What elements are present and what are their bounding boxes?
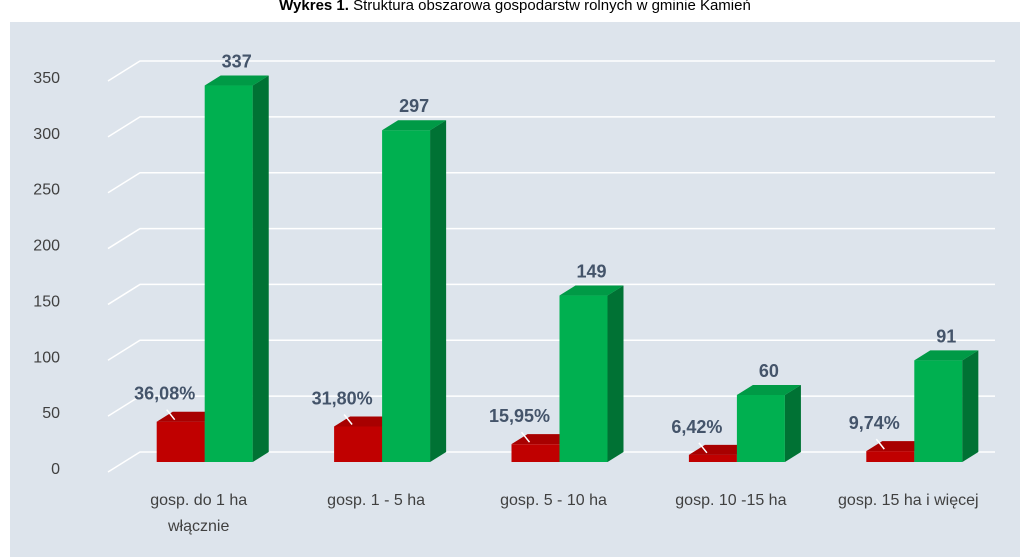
bar	[736, 394, 785, 462]
y-tick-label: 0	[51, 461, 60, 478]
data-label: 6,42%	[671, 417, 722, 437]
bar-top-shade	[382, 120, 447, 131]
grid-line	[107, 171, 995, 194]
chart-title: Wykres 1. Struktura obszarowa gospodarst…	[0, 0, 1030, 14]
data-label: 149	[576, 262, 606, 282]
title-prefix: Wykres 1.	[279, 0, 349, 14]
bar-top	[914, 350, 979, 361]
bar-top-shade	[736, 384, 801, 395]
bar-top	[204, 75, 269, 86]
grid-line	[107, 60, 995, 82]
bar-side	[607, 285, 624, 462]
x-tick-label: gosp. do 1 ha włącznie	[150, 492, 248, 535]
data-label: 31,80%	[312, 388, 373, 408]
leader-line	[520, 431, 531, 443]
x-tick-label: gosp. 10 -15 ha	[675, 492, 787, 509]
bar-side	[784, 384, 801, 462]
bar-side	[252, 75, 269, 462]
bar	[914, 360, 963, 462]
y-tick-label: 100	[33, 349, 60, 366]
title-text: Struktura obszarowa gospodarstw rolnych …	[353, 0, 751, 14]
bar-top-shade	[914, 350, 979, 361]
bar-side-shade	[607, 285, 624, 462]
bar-side-shade	[430, 120, 447, 463]
bar-side-shade	[252, 75, 269, 462]
bar	[204, 85, 253, 462]
leader-line	[698, 442, 708, 454]
y-tick-label: 50	[42, 405, 60, 422]
bar	[511, 444, 560, 462]
grid-line	[107, 283, 995, 306]
data-label: 297	[399, 96, 429, 116]
y-tick-label: 300	[33, 126, 60, 143]
y-tick-label: 350	[33, 70, 60, 87]
grid-line	[107, 395, 995, 417]
bar-side	[962, 350, 979, 462]
leader-line	[875, 438, 885, 450]
x-tick-label: gosp. 1 - 5 ha	[327, 492, 426, 509]
bar-top-shade	[559, 285, 624, 296]
y-tick-label: 200	[33, 238, 60, 255]
bar-top	[382, 120, 447, 131]
data-label: 36,08%	[134, 384, 195, 404]
bar	[156, 421, 205, 462]
bar	[688, 454, 737, 462]
y-tick-label: 150	[33, 293, 60, 310]
bar-side	[430, 120, 447, 463]
bar	[382, 130, 431, 463]
bar	[866, 451, 915, 462]
data-label: 9,74%	[849, 413, 900, 433]
bar	[334, 426, 383, 462]
plot-frame	[10, 22, 1020, 557]
bar	[559, 295, 608, 462]
bar-side-shade	[962, 350, 979, 462]
grid-line	[107, 339, 995, 361]
bar-top	[559, 285, 624, 296]
grid-line	[107, 116, 995, 138]
data-label: 91	[936, 326, 956, 346]
x-tick-label: gosp. 15 ha i więcej	[838, 492, 979, 509]
data-label: 60	[759, 361, 779, 381]
y-tick-label: 250	[33, 182, 60, 199]
bar-top	[736, 384, 801, 395]
data-label: 15,95%	[489, 406, 550, 426]
x-tick-label: gosp. 5 - 10 ha	[500, 492, 607, 509]
bar-top-shade	[204, 75, 269, 86]
leader-line	[343, 414, 353, 425]
leader-line	[166, 409, 176, 421]
bar-side-shade	[784, 384, 801, 462]
data-label: 337	[222, 52, 252, 72]
grid-line	[107, 227, 995, 250]
